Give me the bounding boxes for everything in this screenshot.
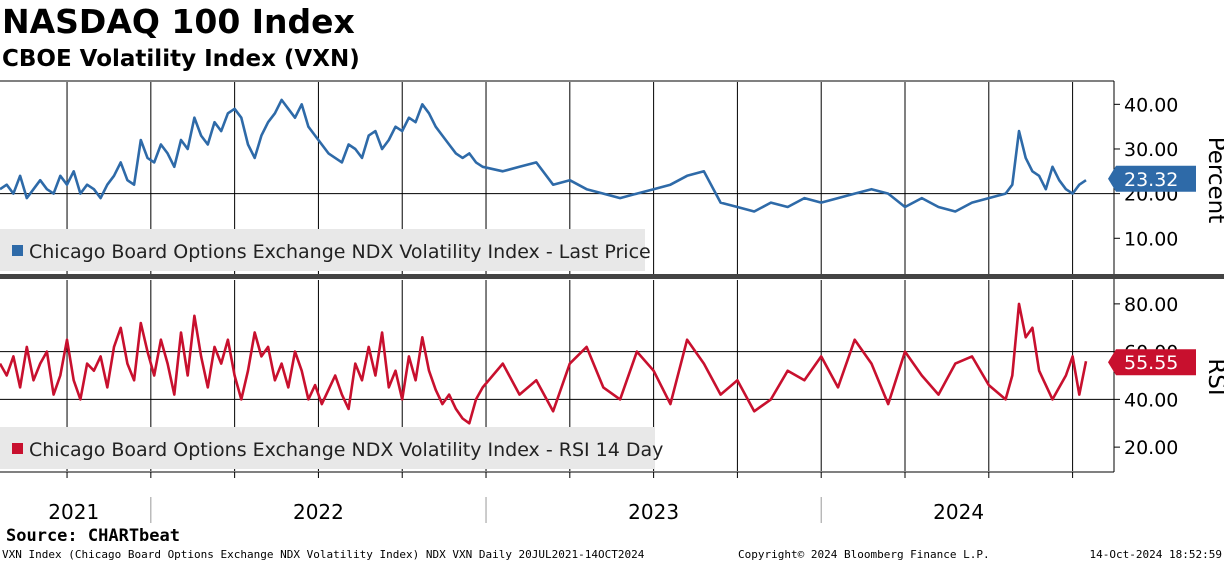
y-tick-label: 40.00 [1124,389,1178,411]
y-tick-label: 10.00 [1124,228,1178,250]
x-year-label: 2022 [293,500,344,524]
x-year-label: 2024 [933,500,984,524]
x-year-label: 2021 [48,500,99,524]
footer-timestamp: 14-Oct-2024 18:52:59 [1089,548,1222,561]
price-legend-box [0,229,645,271]
chart-subtitle: CBOE Volatility Index (VXN) [2,46,360,72]
rsi-last-value-badge [1108,349,1196,376]
rsi-legend-label: Chicago Board Options Exchange NDX Volat… [29,439,663,461]
x-axis: 2021 2022 2023 2024 [48,472,1074,524]
price-series-line [0,98,1087,213]
footer-description: VXN Index (Chicago Board Options Exchang… [2,548,645,561]
price-last-value-badge [1108,165,1196,192]
footer-copyright: Copyright© 2024 Bloomberg Finance L.P. [738,548,990,561]
price-axis-title: Percent [1203,137,1224,224]
price-last-value-label: 23.32 [1124,169,1178,191]
rsi-series-line [0,302,1088,425]
x-year-label: 2023 [628,500,679,524]
source-note: Source: CHARTbeat [6,526,180,546]
y-tick-label: 80.00 [1124,294,1178,316]
price-legend-label: Chicago Board Options Exchange NDX Volat… [29,241,651,263]
y-tick-label: 40.00 [1124,94,1178,116]
y-tick-label: 30.00 [1124,139,1178,161]
rsi-axis-title: RSI [1203,358,1224,395]
y-tick-label: 20.00 [1124,437,1178,459]
rsi-last-value-label: 55.55 [1124,352,1178,374]
chart-title: NASDAQ 100 Index [2,2,355,41]
rsi-legend-swatch [12,443,23,454]
price-legend-swatch [12,245,23,256]
rsi-legend-box [0,427,655,469]
